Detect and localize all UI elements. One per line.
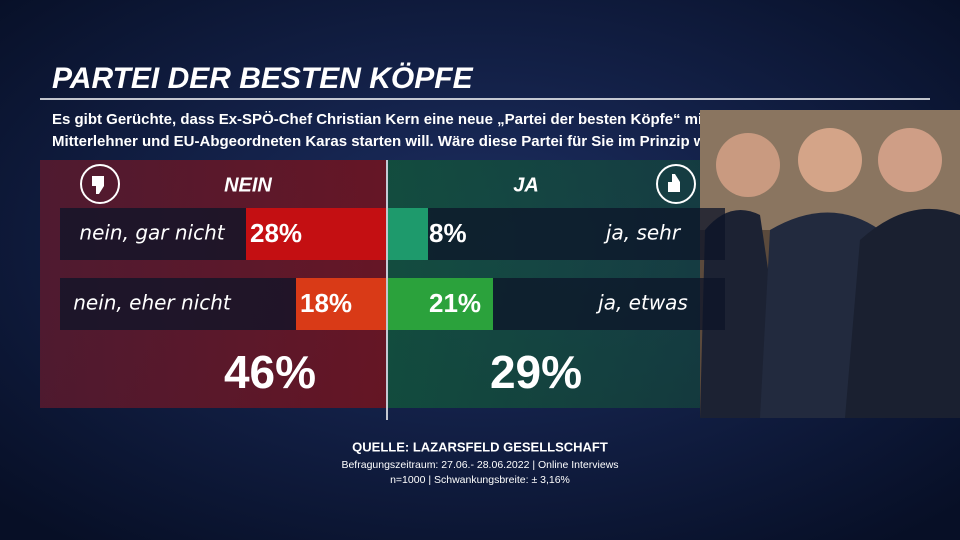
value-label: 21% — [429, 288, 481, 318]
note: Befragungszeitraum: 27.06.- 28.06.2022 |… — [341, 459, 618, 471]
note: n=1000 | Schwankungsbreite: ± 3,16% — [390, 474, 570, 486]
bar — [388, 208, 428, 260]
title: PARTEI DER BESTEN KÖPFE — [52, 62, 474, 95]
value-label: 18% — [300, 288, 352, 318]
thumb-down-icon — [80, 164, 120, 204]
series-header: JA — [513, 174, 539, 196]
question-line: Es gibt Gerüchte, dass Ex-SPÖ-Chef Chris… — [52, 111, 816, 128]
bar — [296, 278, 386, 330]
value-label: 8% — [429, 218, 467, 248]
total-label: 46% — [224, 346, 316, 398]
category-label: ja, etwas — [595, 291, 688, 315]
total-label: 29% — [490, 346, 582, 398]
photo — [700, 110, 960, 418]
category-label: nein, gar nicht — [79, 221, 225, 245]
thumb-down-icon — [92, 176, 104, 194]
question-line: Mitterlehner und EU-Abgeordneten Karas s… — [52, 133, 760, 150]
series-header: NEIN — [224, 174, 272, 196]
category-label: nein, eher nicht — [73, 291, 232, 315]
source: QUELLE: LAZARSFELD GESELLSCHAFT — [352, 439, 608, 454]
thumb-up-icon — [656, 164, 696, 204]
bar — [246, 208, 386, 260]
thumb-up-icon — [668, 174, 680, 192]
bar — [388, 278, 493, 330]
category-label: ja, sehr — [603, 221, 682, 245]
value-label: 28% — [250, 218, 302, 248]
